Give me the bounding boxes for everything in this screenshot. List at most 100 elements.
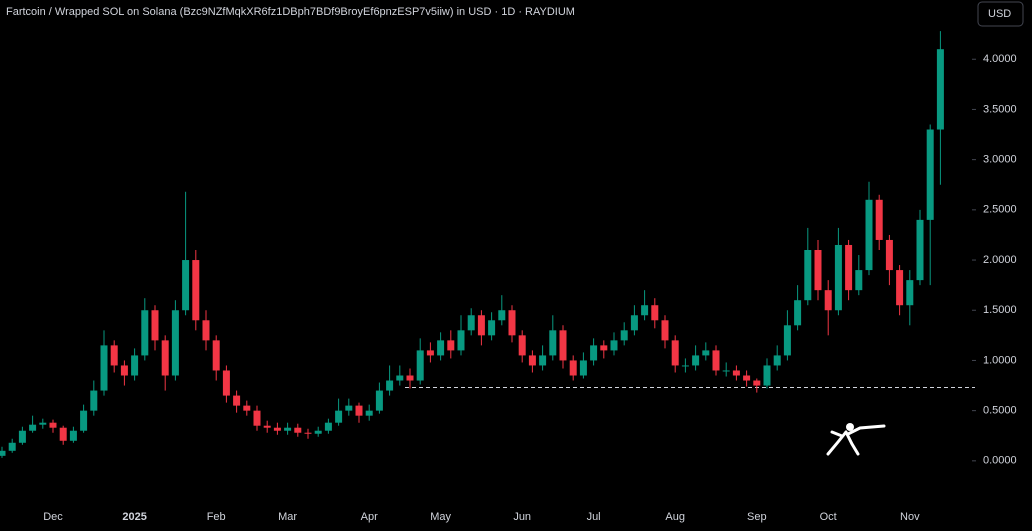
candle-body	[498, 310, 506, 321]
candle-body	[722, 370, 730, 372]
y-tick-label: 1.0000	[983, 354, 1017, 366]
candle-body	[100, 345, 108, 391]
candle-body	[233, 395, 241, 406]
candle-body	[794, 300, 802, 326]
candle-body	[926, 129, 934, 220]
candle-body	[161, 340, 169, 376]
candle-body	[804, 250, 812, 301]
candle-body	[49, 422, 57, 428]
candle-body	[29, 424, 37, 431]
candle-body	[549, 330, 557, 356]
candle-body	[131, 355, 139, 376]
y-tick-label: 4.0000	[983, 53, 1017, 65]
x-tick-label: Jul	[587, 511, 601, 523]
currency-button[interactable]	[977, 1, 1024, 27]
candle-body	[345, 405, 353, 411]
x-tick-label: Feb	[207, 511, 226, 523]
candle-body	[671, 340, 679, 366]
candle-body	[610, 340, 618, 351]
x-tick-label: Jun	[513, 511, 531, 523]
candle-body	[651, 305, 659, 321]
candle-body	[294, 427, 302, 433]
candle-body	[906, 280, 914, 306]
candle-body	[447, 340, 455, 351]
y-tick-label: 1.5000	[983, 304, 1017, 316]
candle-body	[539, 355, 547, 366]
candle-body	[69, 430, 77, 441]
candle-body	[467, 315, 475, 331]
currency-label[interactable]: USD	[988, 8, 1011, 20]
y-tick-label: 0.0000	[983, 455, 1017, 467]
x-tick-label: Nov	[900, 511, 920, 523]
candle-body	[477, 315, 485, 336]
candle-body	[284, 427, 292, 431]
candle-body	[202, 320, 210, 341]
x-tick-label: 2025	[122, 511, 146, 523]
candle-body	[355, 405, 363, 416]
candle-body	[814, 250, 822, 291]
candle-body	[773, 355, 781, 366]
candle-body	[824, 290, 832, 311]
candle-body	[518, 335, 526, 356]
watermark-logo	[826, 423, 886, 456]
candle-body	[559, 330, 567, 361]
y-tick-label: 2.5000	[983, 204, 1017, 216]
y-tick-label: 0.5000	[983, 405, 1017, 417]
candle-body	[885, 239, 893, 271]
candle-body	[875, 199, 883, 240]
candle-body	[222, 370, 230, 396]
candle-body	[600, 345, 608, 351]
x-tick-label: May	[430, 511, 451, 523]
candle-body	[406, 375, 414, 381]
candle-body	[314, 430, 322, 434]
y-tick-label: 3.5000	[983, 103, 1017, 115]
candle-body	[182, 260, 190, 311]
candle-body	[641, 305, 649, 316]
candle-body	[590, 345, 598, 361]
candle-body	[90, 390, 98, 411]
candle-body	[0, 450, 6, 456]
candle-body	[783, 325, 791, 356]
candle-body	[243, 405, 251, 411]
y-tick-label: 3.0000	[983, 154, 1017, 166]
candle-body	[426, 350, 434, 356]
candle-body	[488, 320, 496, 336]
chart-title: Fartcoin / Wrapped SOL on Solana (Bzc9NZ…	[6, 6, 575, 18]
candle-body	[59, 427, 67, 441]
candle-body	[896, 270, 904, 306]
candle-body	[630, 315, 638, 331]
candle-body	[120, 365, 128, 376]
candle-body	[263, 425, 271, 428]
candle-body	[8, 442, 16, 451]
candle-body	[253, 410, 261, 426]
candle-body	[681, 365, 689, 367]
candle-body	[80, 410, 88, 431]
candle-body	[834, 244, 842, 311]
x-tick-label: Aug	[665, 511, 685, 523]
candle-body	[702, 350, 710, 356]
candle-body	[457, 330, 465, 351]
candle-body	[732, 370, 740, 376]
candle-body	[365, 410, 373, 416]
candle-body	[916, 219, 924, 281]
candle-body	[743, 375, 751, 381]
candle-body	[936, 49, 944, 130]
x-tick-label: Oct	[820, 511, 837, 523]
candle-body	[171, 310, 179, 376]
candle-body	[273, 427, 281, 431]
x-tick-label: Dec	[43, 511, 63, 523]
candle-body	[569, 360, 577, 376]
candle-body	[692, 355, 700, 366]
y-tick-label: 2.0000	[983, 254, 1017, 266]
candle-body	[437, 340, 445, 356]
candle-body	[141, 310, 149, 356]
candle-body	[396, 375, 404, 381]
candle-body	[661, 320, 669, 341]
candle-body	[763, 365, 771, 386]
candle-body	[845, 244, 853, 291]
candle-body	[335, 410, 343, 423]
candle-body	[416, 350, 424, 381]
x-tick-label: Apr	[361, 511, 378, 523]
candle-body	[304, 432, 312, 434]
candle-body	[110, 345, 118, 366]
